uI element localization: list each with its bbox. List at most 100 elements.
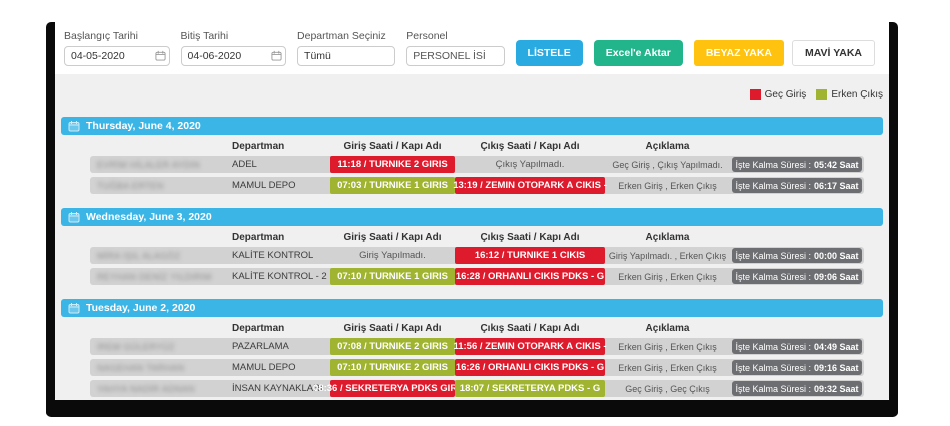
duration-badge: İşte Kalma Süresi : 06:17 Saat (732, 178, 862, 193)
department-cell: KALİTE KONTROL - 2 (232, 271, 327, 282)
table-header: Departman Giriş Saati / Kapı Adı Çıkış S… (90, 230, 864, 244)
column-header-entry: Giriş Saati / Kapı Adı (343, 322, 442, 334)
duration-badge: İşte Kalma Süresi : 05:42 Saat (732, 157, 862, 172)
entry-time-cell: 08:36 / SEKRETERYA PDKS GIRIS - (313, 380, 472, 397)
attendance-row[interactable]: YAHYA NADİR ADNAN İNSAN KAYNAKLARI 08:36… (90, 380, 864, 397)
personnel-field: Personel (406, 30, 505, 66)
department-label: Departman Seçiniz (297, 30, 386, 42)
duration-cell: İşte Kalma Süresi : 09:16 Saat (730, 359, 864, 376)
entry-time-cell: 07:10 / TURNIKE 2 GIRIS (330, 359, 455, 376)
entry-time-cell: 07:10 / TURNIKE 1 GIRIS (330, 268, 455, 285)
duration-value: 09:06 Saat (814, 271, 859, 282)
end-date-label: Bitiş Tarihi (180, 30, 229, 42)
exit-time-cell: 16:12 / TURNIKE 1 CIKIS (455, 247, 605, 264)
duration-badge: İşte Kalma Süresi : 09:06 Saat (732, 269, 862, 284)
duration-cell: İşte Kalma Süresi : 04:49 Saat (730, 338, 864, 355)
early-exit-swatch (816, 89, 828, 100)
start-date-input[interactable] (64, 46, 170, 66)
day-header: Thursday, June 4, 2020 (61, 117, 883, 135)
note-cell: Erken Giriş , Erken Çıkış (618, 180, 717, 191)
excel-export-button[interactable]: Excel'e Aktar (593, 40, 683, 66)
duration-value: 09:32 Saat (814, 383, 859, 394)
start-date-field: Başlangıç Tarihi (64, 30, 170, 66)
department-field: Departman Seçiniz (297, 30, 396, 66)
legend-early-exit: Erken Çıkış (816, 89, 883, 100)
duration-label: İşte Kalma Süresi : (735, 159, 811, 170)
attendance-row[interactable]: TUĞBA ERTEN MAMUL DEPO 07:03 / TURNIKE 1… (90, 177, 864, 194)
duration-value: 05:42 Saat (814, 159, 859, 170)
department-cell: İNSAN KAYNAKLARI (232, 383, 323, 394)
start-date-label: Başlangıç Tarihi (64, 30, 138, 42)
employee-name: MİRA IŞIL ALAGÖZ (97, 250, 181, 261)
duration-cell: İşte Kalma Süresi : 09:32 Saat (730, 380, 864, 397)
duration-badge: İşte Kalma Süresi : 04:49 Saat (732, 339, 862, 354)
department-cell: KALİTE KONTROL (232, 250, 314, 261)
duration-badge: İşte Kalma Süresi : 00:00 Saat (732, 248, 862, 263)
note-cell: Erken Giriş , Erken Çıkış (618, 271, 717, 282)
department-cell: MAMUL DEPO (232, 362, 296, 373)
legend: Geç Giriş Erken Çıkış (61, 74, 883, 101)
duration-badge: İşte Kalma Süresi : 09:16 Saat (732, 360, 862, 375)
exit-time-cell: Çıkış Yapılmadı. (495, 159, 565, 170)
note-cell: Geç Giriş , Çıkış Yapılmadı. (612, 159, 723, 170)
white-collar-button[interactable]: BEYAZ YAKA (693, 40, 784, 66)
duration-cell: İşte Kalma Süresi : 05:42 Saat (730, 156, 864, 173)
exit-time-cell: 16:26 / ORHANLI CIKIS PDKS - G (455, 359, 605, 376)
note-cell: Giriş Yapılmadı. , Erken Çıkış (608, 250, 727, 261)
personnel-input[interactable] (406, 46, 505, 66)
duration-cell: İşte Kalma Süresi : 09:06 Saat (730, 268, 864, 285)
calendar-icon (68, 212, 80, 223)
legend-late-entry-label: Geç Giriş (764, 89, 807, 100)
entry-time-cell: 07:03 / TURNIKE 1 GIRIS (330, 177, 455, 194)
column-header-note: Açıklama (645, 231, 690, 243)
department-select[interactable] (297, 46, 396, 66)
exit-time-cell: 13:19 / ZEMIN OTOPARK A CIKIS - (453, 177, 607, 194)
attendance-row[interactable]: İREM GÜLERYÜZ PAZARLAMA 07:08 / TURNIKE … (90, 338, 864, 355)
day-section: Wednesday, June 3, 2020 Departman Giriş … (61, 208, 883, 285)
note-cell: Geç Giriş , Geç Çıkış (625, 383, 710, 394)
table-rows: MİRA IŞIL ALAGÖZ KALİTE KONTROL Giriş Ya… (90, 247, 864, 285)
duration-label: İşte Kalma Süresi : (735, 341, 811, 352)
list-button[interactable]: LİSTELE (515, 40, 583, 66)
exit-time-cell: 18:07 / SEKRETERYA PDKS - G (455, 380, 605, 397)
duration-label: İşte Kalma Süresi : (735, 362, 811, 373)
legend-late-entry: Geç Giriş (749, 89, 807, 100)
exit-time-cell: 16:28 / ORHANLI CIKIS PDKS - G (455, 268, 605, 285)
column-header-note: Açıklama (645, 140, 690, 152)
column-header-entry: Giriş Saati / Kapı Adı (343, 140, 442, 152)
duration-value: 00:00 Saat (814, 250, 859, 261)
duration-badge: İşte Kalma Süresi : 09:32 Saat (732, 381, 862, 396)
entry-time-cell: 11:18 / TURNIKE 2 GIRIS (330, 156, 455, 173)
duration-value: 04:49 Saat (814, 341, 859, 352)
column-header-exit: Çıkış Saati / Kapı Adı (480, 140, 580, 152)
column-header-exit: Çıkış Saati / Kapı Adı (480, 322, 580, 334)
table-header: Departman Giriş Saati / Kapı Adı Çıkış S… (90, 321, 864, 335)
end-date-input[interactable] (180, 46, 287, 66)
attendance-row[interactable]: REYHAN DENİZ YILDIRIM KALİTE KONTROL - 2… (90, 268, 864, 285)
report-card: Başlangıç Tarihi Bitiş Tarihi (46, 22, 898, 417)
attendance-row[interactable]: NAGEHAN TARHAN MAMUL DEPO 07:10 / TURNIK… (90, 359, 864, 376)
employee-name: YAHYA NADİR ADNAN (97, 383, 195, 394)
entry-time-cell: Giriş Yapılmadı. (359, 250, 426, 261)
day-title: Tuesday, June 2, 2020 (86, 302, 196, 314)
attendance-row[interactable]: MİRA IŞIL ALAGÖZ KALİTE KONTROL Giriş Ya… (90, 247, 864, 264)
department-cell: PAZARLAMA (232, 341, 289, 352)
calendar-icon (68, 303, 80, 314)
column-header-note: Açıklama (645, 322, 690, 334)
column-header-department: Departman (232, 231, 285, 243)
table-rows: EVRİM HİLALER AYDIN ADEL 11:18 / TURNIKE… (90, 156, 864, 194)
calendar-icon (68, 121, 80, 132)
personnel-label: Personel (406, 30, 448, 42)
attendance-row[interactable]: EVRİM HİLALER AYDIN ADEL 11:18 / TURNIKE… (90, 156, 864, 173)
day-title: Wednesday, June 3, 2020 (86, 211, 212, 223)
note-cell: Erken Giriş , Erken Çıkış (618, 341, 717, 352)
day-title: Thursday, June 4, 2020 (86, 120, 201, 132)
duration-label: İşte Kalma Süresi : (735, 271, 811, 282)
employee-name: TUĞBA ERTEN (97, 180, 164, 191)
column-header-exit: Çıkış Saati / Kapı Adı (480, 231, 580, 243)
end-date-field: Bitiş Tarihi (180, 30, 287, 66)
day-section: Thursday, June 4, 2020 Departman Giriş S… (61, 117, 883, 194)
day-header: Wednesday, June 3, 2020 (61, 208, 883, 226)
blue-collar-button[interactable]: MAVİ YAKA (792, 40, 875, 66)
department-cell: ADEL (232, 159, 257, 170)
